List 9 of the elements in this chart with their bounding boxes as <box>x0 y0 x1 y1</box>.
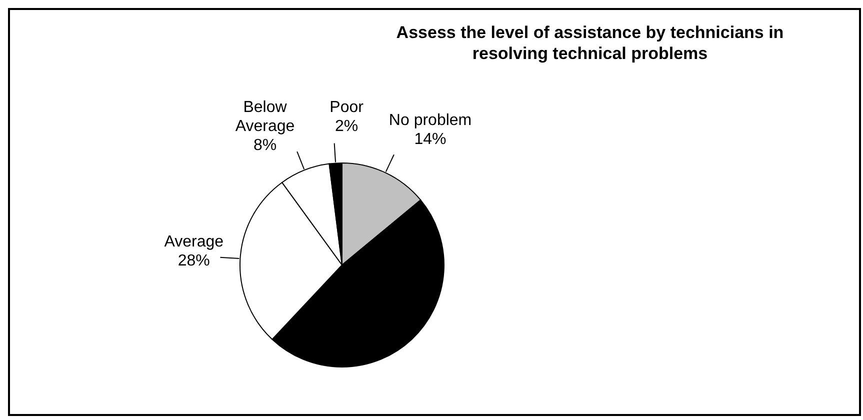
slice-label: Average <box>164 233 224 250</box>
slice-label: Poor <box>330 98 364 116</box>
data-label: 28% <box>178 252 210 270</box>
text: Assess the level of assistance by technicians in resolving technical problems <box>395 22 785 64</box>
data-label: 2% <box>335 118 358 135</box>
slice-label: No problem <box>388 112 472 130</box>
data-label: 14% <box>414 131 446 148</box>
data-label: 8% <box>253 137 277 154</box>
slice-label: Below Average <box>235 99 295 136</box>
